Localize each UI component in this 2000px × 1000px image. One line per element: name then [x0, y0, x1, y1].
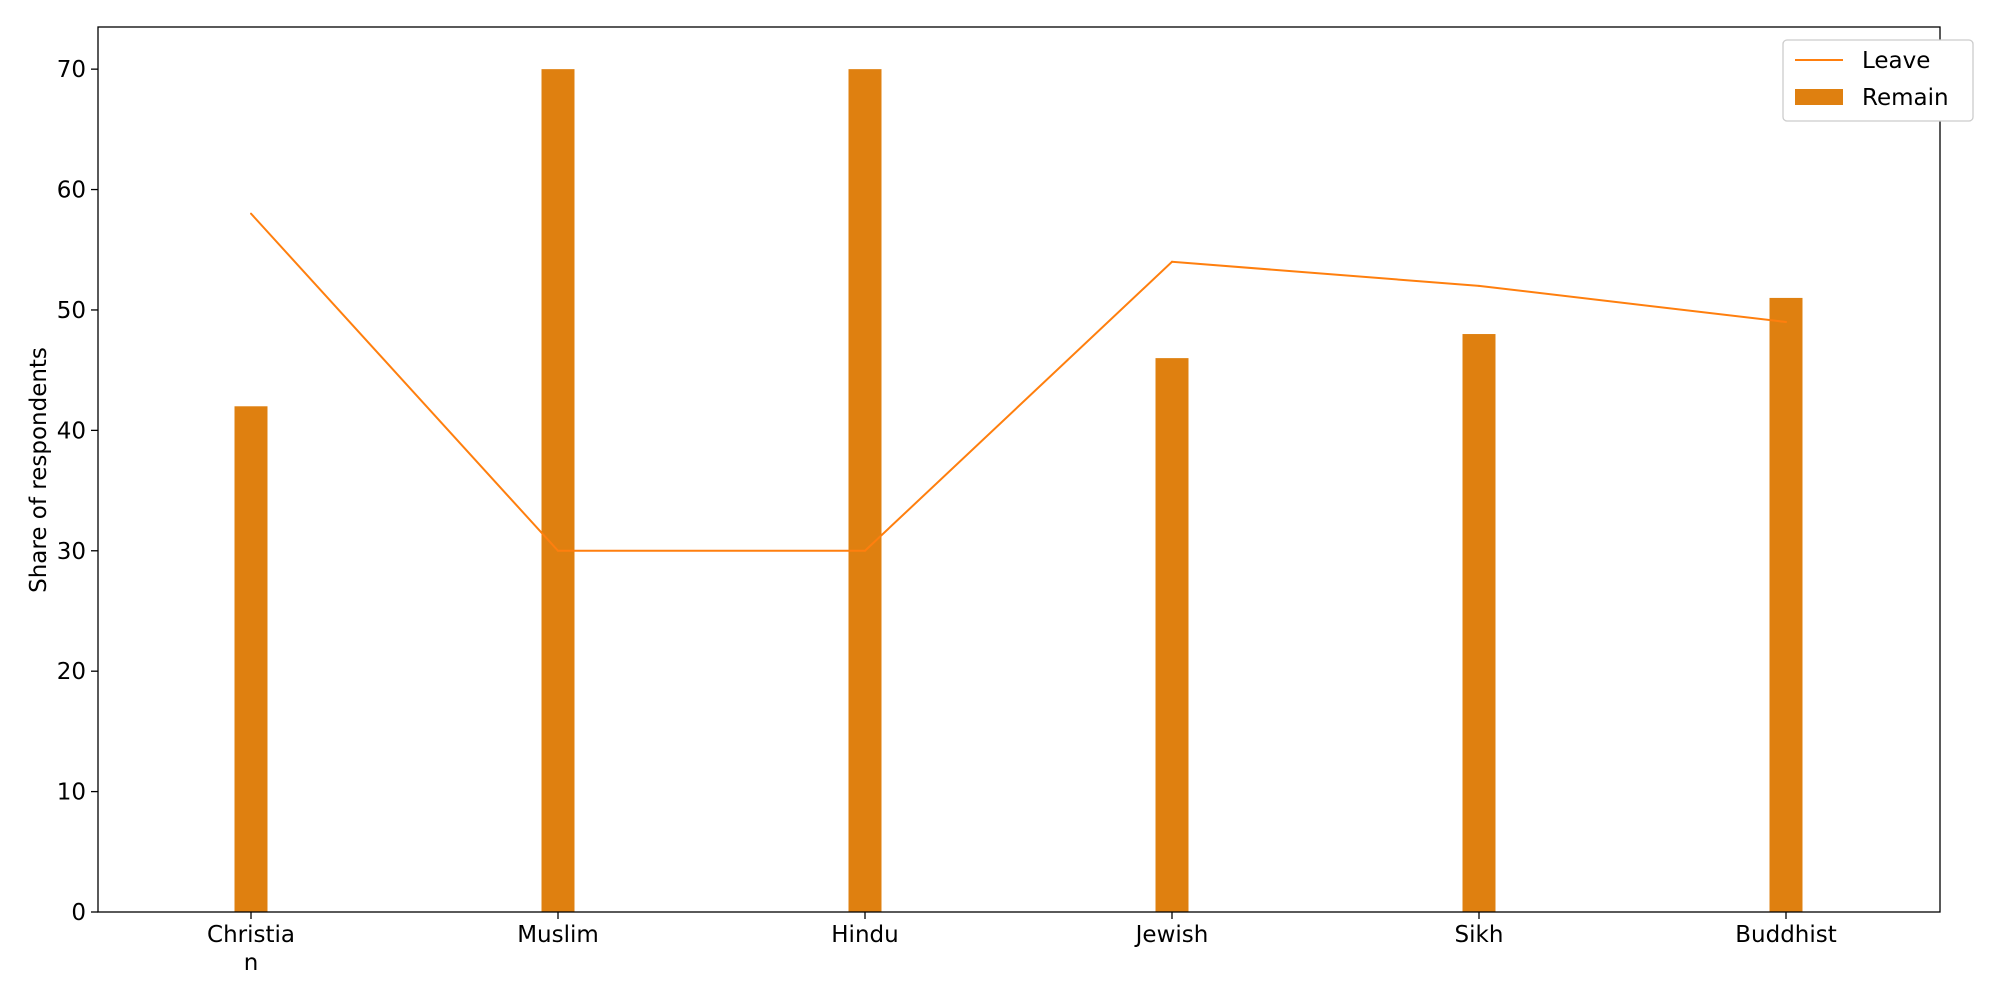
- y-axis-title: Share of respondents: [26, 347, 52, 593]
- legend-remain-swatch: [1795, 89, 1843, 105]
- x-tick-label: Hindu: [831, 922, 898, 948]
- leave-point-sikh: [1478, 284, 1480, 287]
- bar-christian: [234, 406, 268, 912]
- plot-frame: [97, 26, 1941, 913]
- bar-sikh: [1462, 334, 1496, 913]
- x-tick-label: Muslim: [517, 922, 599, 948]
- legend-remain-label: Remain: [1862, 85, 1949, 111]
- line-layer: [250, 212, 1787, 552]
- y-tick-label: 70: [57, 57, 86, 83]
- y-tick-label: 0: [71, 900, 86, 926]
- y-tick-label: 20: [57, 659, 86, 685]
- bar-buddhist: [1769, 297, 1803, 913]
- x-tick-label: Jewish: [1134, 922, 1209, 948]
- y-tick-label: 30: [57, 539, 86, 565]
- bar-hindu: [848, 69, 882, 912]
- y-tick-label: 60: [57, 178, 86, 204]
- legend-leave-label: Leave: [1862, 48, 1930, 74]
- leave-point-jewish: [1171, 260, 1173, 263]
- leave-point-buddhist: [1785, 321, 1787, 323]
- leave-point-hindu: [864, 549, 866, 552]
- bar-jewish: [1155, 358, 1189, 912]
- x-tick-label: Buddhist: [1735, 922, 1837, 948]
- leave-point-muslim: [557, 549, 559, 552]
- bar-muslim: [541, 69, 575, 912]
- x-tick-label: Sikh: [1455, 922, 1504, 948]
- y-tick-label: 10: [57, 780, 86, 806]
- legend: Leave Remain: [1782, 39, 1974, 122]
- leave-point-christian: [250, 212, 252, 215]
- x-tick-label: Christia: [207, 922, 295, 948]
- bars-layer: [234, 69, 1803, 913]
- y-tick-label: 40: [57, 418, 86, 444]
- y-tick-label: 50: [57, 298, 86, 324]
- leave-series-line: [250, 212, 1787, 552]
- x-tick-label: n: [244, 950, 259, 976]
- axes-layer: [97, 26, 1941, 913]
